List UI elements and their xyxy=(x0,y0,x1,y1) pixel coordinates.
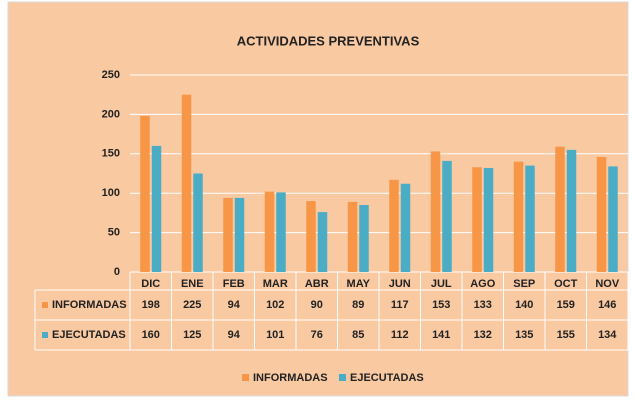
chart-area xyxy=(7,1,629,397)
bar xyxy=(223,197,233,272)
table-value: 132 xyxy=(474,329,492,341)
bar xyxy=(347,201,358,272)
y-tick-label: 50 xyxy=(108,227,120,239)
table-value: 94 xyxy=(228,329,241,341)
bar xyxy=(566,149,577,272)
legend-label: EJECUTADAS xyxy=(350,372,424,384)
bar xyxy=(151,145,162,272)
bar xyxy=(389,179,399,272)
y-tick-label: 250 xyxy=(102,69,120,81)
bar xyxy=(430,151,441,272)
x-tick-label: AGO xyxy=(470,278,496,290)
x-tick-label: SEP xyxy=(513,278,535,290)
bar xyxy=(472,167,482,272)
y-tick-label: 100 xyxy=(102,187,120,199)
legend-key xyxy=(339,374,346,381)
bar xyxy=(359,205,369,272)
bar xyxy=(400,183,411,272)
y-tick-label: 0 xyxy=(114,266,120,278)
x-tick-label: ABR xyxy=(305,278,329,290)
table-row-header: EJECUTADAS xyxy=(52,329,126,341)
x-tick-label: OCT xyxy=(554,278,578,290)
legend-key xyxy=(242,374,249,381)
x-tick-label: JUN xyxy=(389,278,411,290)
bar xyxy=(608,166,618,272)
table-value: 140 xyxy=(515,299,533,311)
bar xyxy=(525,165,535,272)
bar xyxy=(264,191,275,272)
bar xyxy=(442,160,452,272)
table-value: 141 xyxy=(432,329,450,341)
table-value: 159 xyxy=(557,299,575,311)
x-tick-label: FEB xyxy=(223,278,245,290)
bar xyxy=(193,173,203,272)
x-tick-label: MAY xyxy=(347,278,371,290)
bar xyxy=(513,161,524,272)
table-value: 134 xyxy=(598,329,617,341)
bar xyxy=(317,212,328,272)
bar xyxy=(181,94,192,272)
table-key xyxy=(42,332,48,338)
x-tick-label: MAR xyxy=(263,278,288,290)
table-value: 112 xyxy=(391,329,409,341)
table-value: 225 xyxy=(183,299,201,311)
x-tick-label: ENE xyxy=(181,278,204,290)
table-value: 76 xyxy=(311,329,323,341)
table-value: 102 xyxy=(266,299,284,311)
bar xyxy=(555,146,565,272)
chart-title: ACTIVIDADES PREVENTIVAS xyxy=(237,33,420,48)
y-tick-label: 150 xyxy=(102,148,120,160)
table-value: 85 xyxy=(352,329,364,341)
x-tick-label: DIC xyxy=(141,278,160,290)
table-key xyxy=(42,302,48,308)
table-row-header: INFORMADAS xyxy=(52,299,127,311)
table-value: 133 xyxy=(474,299,492,311)
bar xyxy=(276,192,286,272)
y-tick-label: 200 xyxy=(102,108,120,120)
x-tick-label: JUL xyxy=(431,278,452,290)
table-value: 90 xyxy=(311,299,323,311)
table-value: 125 xyxy=(183,329,201,341)
table-value: 155 xyxy=(557,329,575,341)
x-tick-label: NOV xyxy=(595,278,620,290)
table-value: 135 xyxy=(515,329,533,341)
bar xyxy=(306,201,316,272)
legend-label: INFORMADAS xyxy=(253,372,328,384)
table-value: 198 xyxy=(142,299,160,311)
table-value: 101 xyxy=(266,329,284,341)
bar xyxy=(234,197,245,272)
bar xyxy=(140,115,150,272)
bar xyxy=(483,167,494,272)
table-value: 146 xyxy=(598,299,616,311)
table-value: 94 xyxy=(228,299,241,311)
table-value: 117 xyxy=(391,299,409,311)
table-value: 153 xyxy=(432,299,450,311)
bar xyxy=(596,156,607,272)
table-value: 89 xyxy=(352,299,364,311)
table-value: 160 xyxy=(142,329,160,341)
